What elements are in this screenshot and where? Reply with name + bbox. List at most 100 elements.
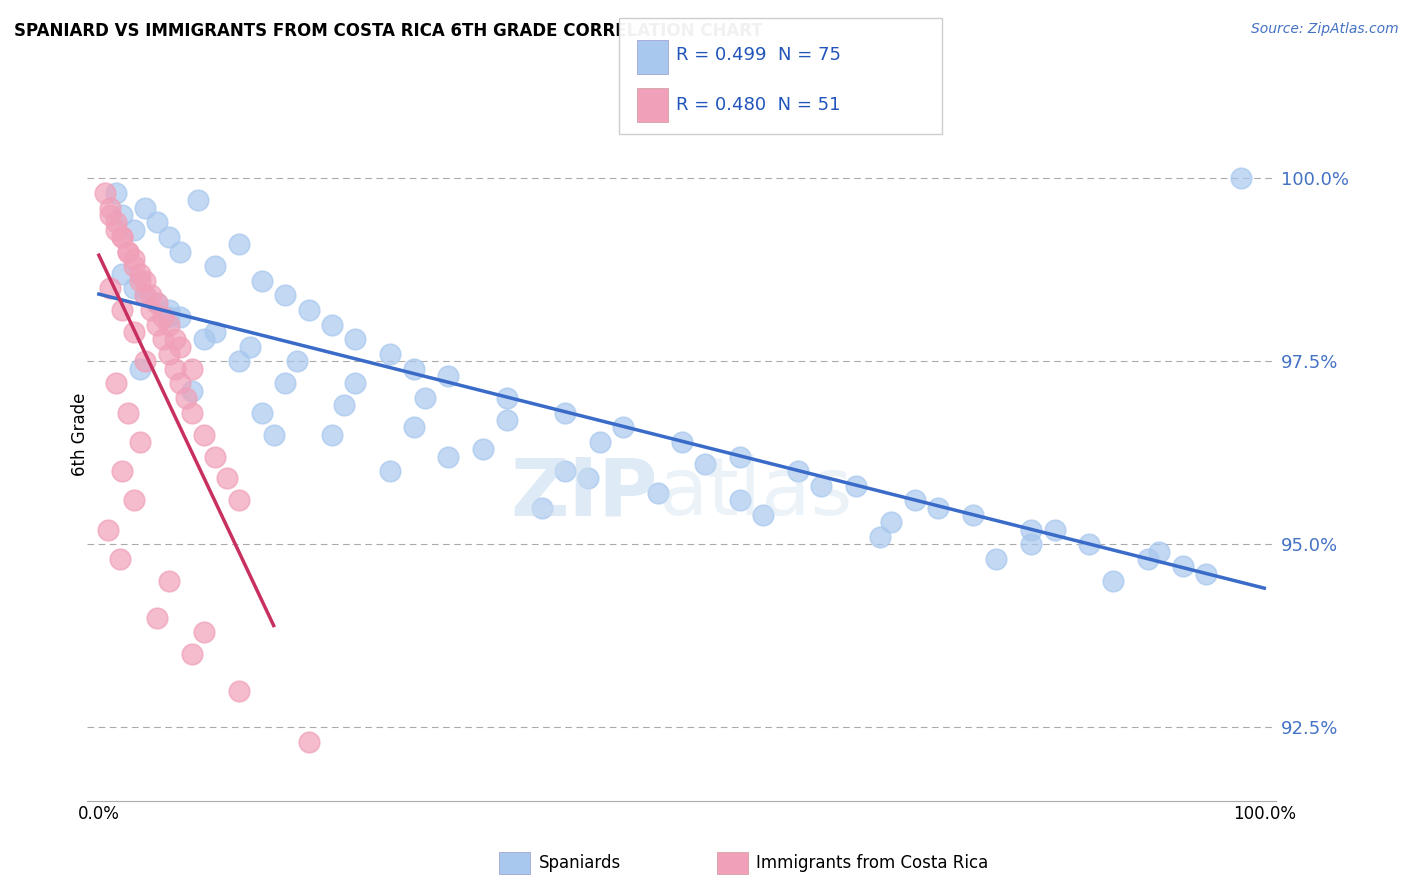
Point xyxy=(228,493,250,508)
Point xyxy=(1043,523,1066,537)
Point xyxy=(111,303,134,318)
Point xyxy=(1230,171,1253,186)
Point xyxy=(122,259,145,273)
Point xyxy=(228,354,250,368)
Point xyxy=(117,244,139,259)
Point xyxy=(105,186,128,200)
Point xyxy=(810,479,832,493)
Point xyxy=(117,244,139,259)
Text: Spaniards: Spaniards xyxy=(538,854,620,871)
Point xyxy=(146,610,169,624)
Point xyxy=(157,347,180,361)
Point xyxy=(671,434,693,449)
Point xyxy=(530,500,553,515)
Point xyxy=(134,354,156,368)
Point xyxy=(122,252,145,266)
Point xyxy=(181,384,204,398)
Point xyxy=(157,318,180,332)
Point xyxy=(163,332,186,346)
Point xyxy=(181,647,204,661)
Point xyxy=(263,427,285,442)
Point xyxy=(752,508,775,522)
Point xyxy=(122,281,145,295)
Point xyxy=(845,479,868,493)
Point xyxy=(117,406,139,420)
Point xyxy=(128,434,150,449)
Point xyxy=(193,332,215,346)
Point xyxy=(181,361,204,376)
Point xyxy=(904,493,927,508)
Point xyxy=(204,325,226,339)
Point xyxy=(693,457,716,471)
Point xyxy=(141,288,163,302)
Point xyxy=(134,288,156,302)
Point xyxy=(402,361,425,376)
Point xyxy=(105,222,128,236)
Point xyxy=(437,369,460,384)
Point xyxy=(239,340,262,354)
Point xyxy=(111,464,134,478)
Point xyxy=(100,201,122,215)
Point xyxy=(787,464,810,478)
Point xyxy=(1171,559,1194,574)
Point xyxy=(174,391,197,405)
Point xyxy=(1078,537,1101,551)
Point xyxy=(1101,574,1123,588)
Point xyxy=(413,391,436,405)
Point xyxy=(298,735,321,749)
Point xyxy=(134,274,156,288)
Point xyxy=(298,303,321,318)
Point xyxy=(141,303,163,318)
Point xyxy=(402,420,425,434)
Text: R = 0.480  N = 51: R = 0.480 N = 51 xyxy=(676,96,841,114)
Point xyxy=(1149,545,1171,559)
Point xyxy=(128,267,150,281)
Point xyxy=(869,530,891,544)
Point xyxy=(152,332,174,346)
Point xyxy=(122,325,145,339)
Point xyxy=(187,194,209,208)
Point xyxy=(962,508,984,522)
Point xyxy=(146,295,169,310)
Text: Immigrants from Costa Rica: Immigrants from Costa Rica xyxy=(756,854,988,871)
Point xyxy=(169,340,191,354)
Point xyxy=(344,376,367,391)
Point xyxy=(128,274,150,288)
Point xyxy=(134,201,156,215)
Point xyxy=(163,361,186,376)
Point xyxy=(204,259,226,273)
Point xyxy=(344,332,367,346)
Text: SPANIARD VS IMMIGRANTS FROM COSTA RICA 6TH GRADE CORRELATION CHART: SPANIARD VS IMMIGRANTS FROM COSTA RICA 6… xyxy=(14,22,762,40)
Point xyxy=(612,420,634,434)
Point xyxy=(250,274,273,288)
Point xyxy=(274,288,297,302)
Point xyxy=(215,471,238,485)
Point xyxy=(380,464,402,478)
Text: Source: ZipAtlas.com: Source: ZipAtlas.com xyxy=(1251,22,1399,37)
Point xyxy=(134,288,156,302)
Text: ZIP: ZIP xyxy=(510,454,658,533)
Point xyxy=(495,413,517,427)
Point xyxy=(108,552,131,566)
Point xyxy=(554,406,576,420)
Point xyxy=(111,267,134,281)
Point xyxy=(728,450,751,464)
Point xyxy=(193,427,215,442)
Point xyxy=(97,523,120,537)
Point xyxy=(332,398,354,412)
Point xyxy=(1019,523,1042,537)
Point xyxy=(285,354,308,368)
Point xyxy=(111,230,134,244)
Point xyxy=(157,310,180,325)
Point xyxy=(437,450,460,464)
Point xyxy=(105,376,128,391)
Point xyxy=(472,442,495,457)
Point xyxy=(157,230,180,244)
Point xyxy=(589,434,612,449)
Point xyxy=(554,464,576,478)
Point xyxy=(495,391,517,405)
Point xyxy=(111,230,134,244)
Point xyxy=(100,281,122,295)
Point xyxy=(111,208,134,222)
Point xyxy=(169,310,191,325)
